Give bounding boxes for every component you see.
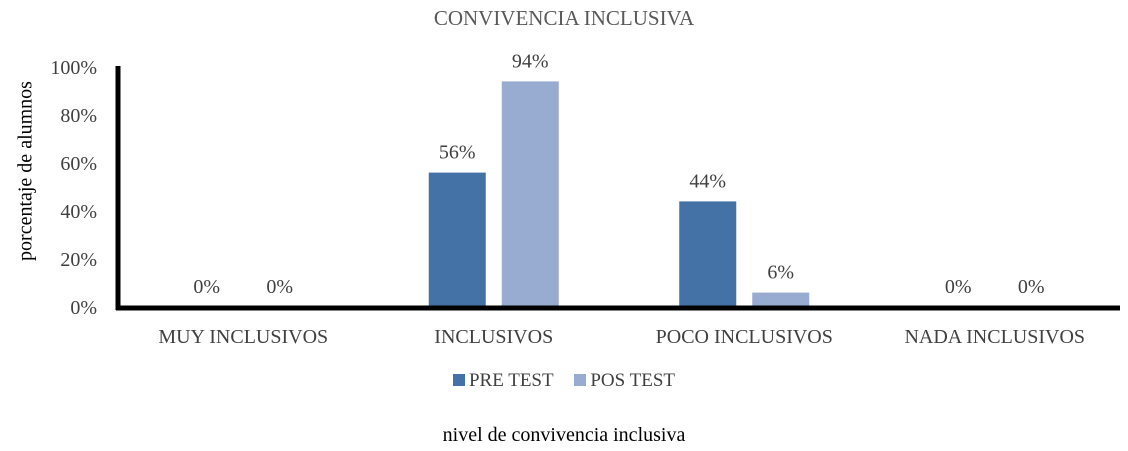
legend-swatch-pos-test: [574, 374, 587, 386]
y-tick-label: 80%: [60, 105, 97, 127]
x-tick-label: INCLUSIVOS: [434, 326, 553, 348]
data-label: 6%: [767, 262, 794, 284]
data-label: 0%: [193, 276, 220, 298]
x-tick-label: POCO INCLUSIVOS: [656, 326, 833, 348]
data-label: 56%: [439, 142, 476, 164]
legend: PRE TEST POS TEST: [0, 370, 1128, 392]
chart-title: CONVIVENCIA INCLUSIVA: [433, 6, 695, 30]
x-axis-label: nivel de convivencia inclusiva: [442, 424, 686, 446]
x-tick-label: NADA INCLUSIVOS: [904, 326, 1085, 348]
bar-pre-test: [679, 201, 737, 307]
y-tick-label: 40%: [60, 201, 97, 223]
data-label: 0%: [1018, 276, 1045, 298]
legend-label-pre-test: PRE TEST: [468, 370, 554, 391]
legend-item-pre-test: PRE TEST: [452, 370, 554, 392]
bar-pos-test: [501, 81, 559, 308]
y-tick-label: 100%: [50, 57, 97, 79]
y-tick-label: 0%: [70, 297, 97, 319]
x-tick-label: MUY INCLUSIVOS: [158, 326, 328, 348]
legend-item-pos-test: POS TEST: [574, 370, 675, 392]
bar-pos-test: [752, 292, 810, 307]
bar-pre-test: [428, 172, 486, 307]
data-label: 0%: [945, 276, 972, 298]
data-label: 0%: [266, 276, 293, 298]
data-label: 94%: [512, 50, 549, 72]
legend-label-pos-test: POS TEST: [590, 370, 676, 391]
y-tick-label: 20%: [60, 249, 97, 271]
y-tick-label: 60%: [60, 153, 97, 175]
legend-swatch-pre-test: [452, 374, 465, 386]
y-axis-label: porcentaje de alumnos: [14, 81, 37, 261]
data-label: 44%: [689, 170, 726, 192]
